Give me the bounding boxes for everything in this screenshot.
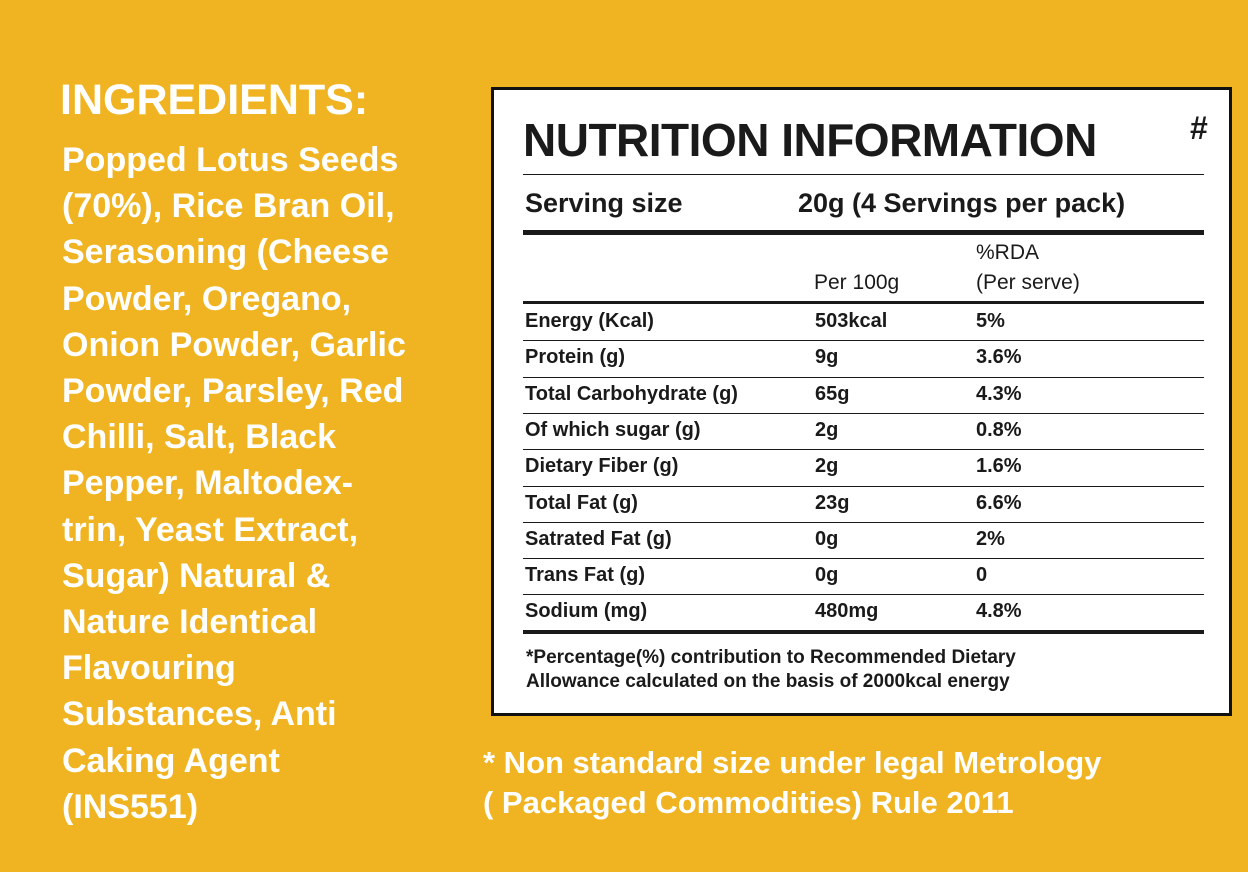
table-cell: Trans Fat (g) (525, 564, 646, 587)
title-mark: # (1190, 110, 1208, 146)
table-cell: Sodium (mg) (525, 600, 648, 623)
serving-value: 20g (4 Servings per pack) (798, 188, 1126, 218)
table-cell: 0g (815, 564, 839, 587)
ingredient-line: Chilli, Salt, Black (62, 418, 336, 457)
divider (523, 376, 1204, 378)
table-cell: 3.6% (976, 346, 1022, 369)
table-cell: Energy (Kcal) (525, 310, 654, 332)
ingredient-line: Serasoning (Cheese (62, 233, 389, 272)
column-header: %RDA (976, 241, 1040, 264)
table-cell: 6.6% (976, 491, 1022, 514)
ingredients-title: INGREDIENTS: (60, 76, 369, 124)
table-cell: 2% (976, 527, 1005, 550)
table-cell: Dietary Fiber (g) (525, 455, 679, 478)
divider (523, 301, 1204, 304)
ingredient-line: Substances, Anti (62, 695, 337, 734)
ingredient-line: Powder, Oregano, (62, 279, 352, 318)
column-header: Per 100g (814, 271, 900, 294)
ingredient-line: Pepper, Maltodex- (62, 464, 353, 503)
table-cell: Satrated Fat (g) (525, 527, 672, 550)
ingredient-line: Nature Identical (62, 603, 318, 641)
divider (523, 594, 1204, 596)
table-cell: 5% (976, 310, 1005, 332)
footnote: Allowance calculated on the basis of 200… (526, 671, 1010, 692)
divider (523, 230, 1204, 235)
table-cell: 4.8% (976, 600, 1022, 623)
table-cell: 4.3% (976, 382, 1022, 405)
table-cell: 0.8% (976, 418, 1022, 441)
table-cell: 65g (815, 382, 850, 405)
ingredient-line: trin, Yeast Extract, (62, 510, 359, 549)
table-cell: Total Fat (g) (525, 491, 638, 514)
table-cell: 0 (976, 564, 988, 587)
disclaimer: ( Packaged Commodities) Rule 2011 (483, 785, 1014, 820)
table-cell: 1.6% (976, 455, 1022, 478)
divider (523, 340, 1204, 342)
ingredient-line: (70%), Rice Bran Oil, (62, 187, 395, 226)
ingredient-line: Popped Lotus Seeds (62, 141, 399, 179)
table-cell: 23g (815, 491, 850, 514)
nutrition-title: NUTRITION INFORMATION (523, 114, 1097, 166)
ingredient-line: (INS551) (62, 787, 199, 826)
divider (523, 449, 1204, 451)
divider (523, 558, 1204, 560)
divider (523, 521, 1204, 523)
disclaimer: * Non standard size under legal Metrolog… (483, 745, 1102, 780)
ingredient-line: Sugar) Natural & (62, 556, 331, 595)
table-cell: Protein (g) (525, 346, 625, 369)
nutrition-panel (491, 87, 1232, 716)
ingredient-line: Powder, Parsley, Red (62, 372, 404, 410)
divider (523, 629, 1204, 634)
table-cell: 480mg (815, 600, 879, 623)
serving-label: Serving size (525, 188, 683, 218)
table-cell: 503kcal (815, 310, 888, 332)
table-cell: Of which sugar (g) (525, 418, 701, 441)
column-header: (Per serve) (976, 271, 1080, 294)
divider (523, 174, 1204, 175)
table-cell: 0g (815, 527, 839, 550)
ingredient-line: Onion Powder, Garlic (62, 325, 406, 364)
table-cell: 2g (815, 418, 839, 441)
table-cell: 9g (815, 346, 839, 369)
ingredient-line: Flavouring (62, 649, 236, 688)
ingredient-line: Caking Agent (62, 741, 280, 780)
divider (523, 485, 1204, 487)
footnote: *Percentage(%) contribution to Recommend… (526, 647, 1016, 668)
table-cell: 2g (815, 455, 839, 478)
table-cell: Total Carbohydrate (g) (525, 382, 738, 405)
divider (523, 412, 1204, 414)
